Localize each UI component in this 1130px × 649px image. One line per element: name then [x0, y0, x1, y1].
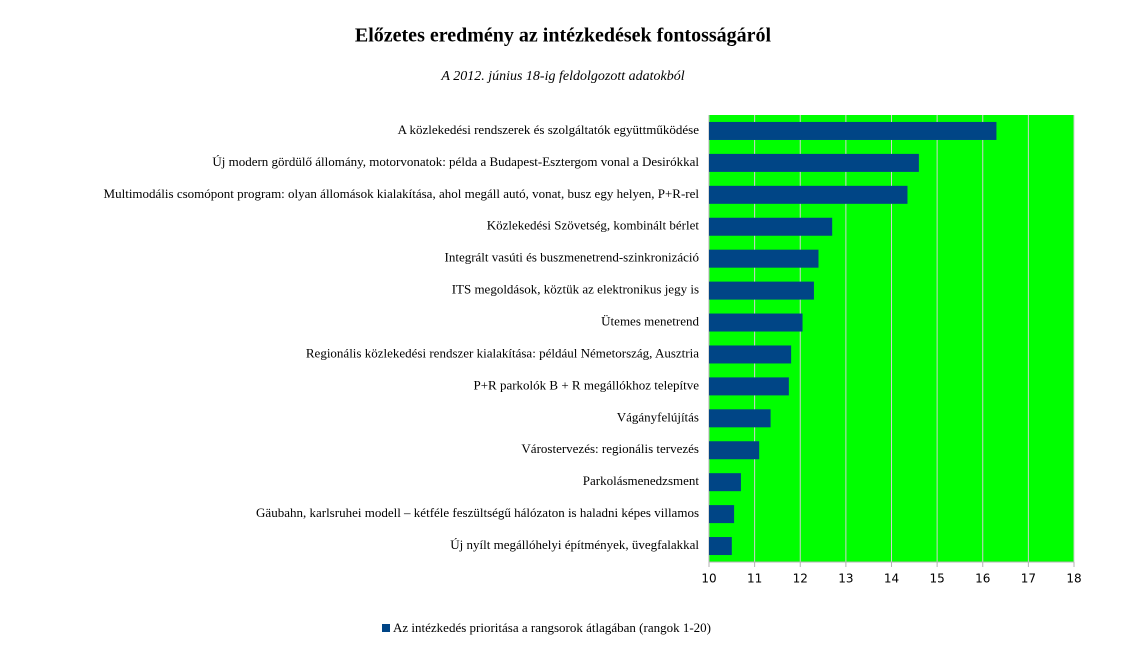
y-tick-label: Integrált vasúti és buszmenetrend-szinkr… [445, 250, 700, 265]
x-tick-label: 10 [701, 572, 716, 586]
y-tick-label: Vágányfelújítás [617, 409, 699, 424]
x-tick-label: 14 [884, 572, 899, 586]
y-tick-label: Közlekedési Szövetség, kombinált bérlet [487, 218, 700, 233]
bar [709, 441, 760, 460]
bar [709, 217, 833, 236]
bar [709, 505, 735, 524]
y-tick-label: ITS megoldások, köztük az elektronikus j… [452, 282, 699, 297]
bar [709, 185, 908, 204]
bar [709, 473, 741, 492]
y-tick-label: Parkolásmenedzsment [583, 473, 700, 488]
bar [709, 121, 997, 140]
x-tick-label: 17 [1021, 572, 1036, 586]
x-tick-label: 12 [793, 572, 808, 586]
y-tick-label: P+R parkolók B + R megállókhoz telepítve [473, 377, 699, 392]
y-tick-label: Új modern gördülő állomány, motorvonatok… [212, 154, 699, 169]
y-tick-label: Gäubahn, karlsruhei modell – kétféle fes… [256, 505, 699, 520]
bar [709, 249, 819, 268]
x-tick-label: 13 [838, 572, 853, 586]
bar [709, 281, 814, 300]
bar [709, 345, 792, 364]
x-tick-label: 18 [1066, 572, 1081, 586]
chart-title: Előzetes eredmény az intézkedések fontos… [355, 25, 772, 47]
bar [709, 537, 732, 556]
x-tick-label: 16 [975, 572, 990, 586]
y-tick-label: A közlekedési rendszerek és szolgáltatók… [398, 122, 700, 137]
bar [709, 377, 789, 396]
y-tick-label: Új nyílt megállóhelyi építmények, üvegfa… [450, 537, 699, 552]
x-tick-label: 11 [747, 572, 762, 586]
x-tick-label: 15 [929, 572, 944, 586]
legend-swatch [382, 624, 390, 632]
y-tick-label: Regionális közlekedési rendszer kialakít… [306, 345, 699, 360]
bar [709, 409, 771, 428]
legend-label: Az intézkedés prioritása a rangsorok átl… [393, 620, 711, 635]
y-tick-label: Ütemes menetrend [601, 314, 699, 329]
bar [709, 313, 803, 332]
y-tick-label: Várostervezés: regionális tervezés [521, 441, 699, 456]
chart-subtitle: A 2012. június 18-ig feldolgozott adatok… [440, 69, 684, 84]
bar [709, 153, 919, 172]
y-tick-label: Multimodális csomópont program: olyan ál… [104, 186, 700, 201]
